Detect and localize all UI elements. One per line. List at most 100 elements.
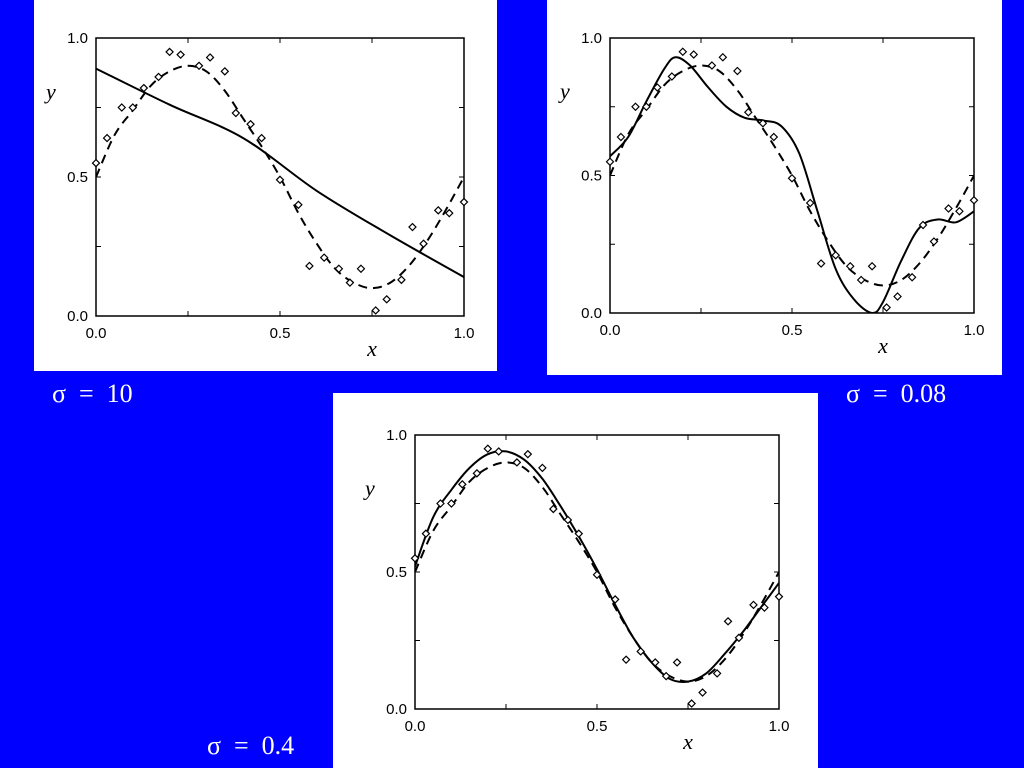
y-axis-label: y <box>44 79 56 104</box>
data-point <box>672 658 682 667</box>
data-point <box>457 479 467 489</box>
data-point <box>102 133 112 143</box>
data-point <box>334 264 344 274</box>
data-point <box>787 173 797 183</box>
data-point <box>538 463 547 473</box>
data-point <box>345 278 355 287</box>
data-point <box>610 595 620 604</box>
data-point <box>969 195 979 205</box>
data-point <box>128 103 138 112</box>
sigma-label-1: σ = 10 <box>52 379 133 408</box>
x-axis-label: x <box>366 336 377 361</box>
data-point <box>176 50 185 60</box>
data-point <box>294 200 303 210</box>
data-point <box>257 133 266 143</box>
data-point <box>421 529 431 538</box>
data-point <box>574 529 584 538</box>
data-point <box>687 699 696 708</box>
data-point <box>382 294 392 304</box>
data-point <box>642 102 651 112</box>
sigma-label-3: σ = 0.4 <box>207 731 295 760</box>
data-point <box>494 447 504 456</box>
data-point <box>447 499 456 508</box>
data-point <box>636 647 646 656</box>
data-point <box>882 303 891 312</box>
data-point <box>907 272 917 282</box>
x-tick-label: 0.0 <box>86 325 107 342</box>
data-point <box>667 72 677 81</box>
y-tick-label: 0.5 <box>67 169 88 186</box>
data-point <box>621 655 631 665</box>
chart-panel-1: 0.0 0.5 1.0 0.0 0.5 1.0 x y <box>34 0 497 371</box>
data-point <box>758 118 768 128</box>
data-point <box>918 220 928 230</box>
data-point <box>831 250 841 260</box>
data-point <box>867 261 877 271</box>
data-point <box>231 108 241 118</box>
y-axis-label: y <box>558 79 570 104</box>
data-point <box>856 275 866 285</box>
data-point <box>718 52 728 62</box>
x-tick-label: 1.0 <box>769 718 790 735</box>
x-axis-label: x <box>682 729 693 754</box>
x-tick-label: 1.0 <box>454 325 475 342</box>
data-point <box>444 208 454 218</box>
data-point <box>117 103 127 112</box>
data-point <box>483 444 493 454</box>
data-point <box>605 157 615 167</box>
data-point <box>805 198 815 208</box>
data-point <box>512 458 522 467</box>
data-point <box>661 671 671 681</box>
data-point <box>698 688 707 697</box>
data-point <box>139 83 149 93</box>
data-point <box>165 47 174 57</box>
x-tick-label: 0.0 <box>405 718 426 735</box>
chart-1: 0.0 0.5 1.0 0.0 0.5 1.0 x y <box>44 30 475 361</box>
data-point <box>408 222 417 232</box>
data-point <box>769 132 779 142</box>
data-point <box>743 107 753 117</box>
sigma-label-2: σ = 0.08 <box>846 379 947 408</box>
y-tick-label: 0.5 <box>581 168 602 185</box>
solid-curve <box>96 67 464 278</box>
data-point <box>220 67 230 76</box>
data-point <box>816 259 826 268</box>
y-tick-label: 0.0 <box>67 308 88 325</box>
data-point <box>154 72 163 82</box>
data-point <box>246 119 255 129</box>
data-point <box>944 204 953 213</box>
x-tick-label: 1.0 <box>964 322 985 339</box>
data-point <box>563 515 573 525</box>
data-point <box>91 158 101 168</box>
data-point <box>205 53 215 62</box>
data-point <box>592 570 602 580</box>
chart-panel-3: 0.0 0.5 1.0 0.0 0.5 1.0 x y <box>333 393 818 768</box>
y-tick-label: 0.5 <box>386 564 407 581</box>
data-point <box>433 206 443 215</box>
y-tick-label: 1.0 <box>581 30 602 47</box>
chart-3: 0.0 0.5 1.0 0.0 0.5 1.0 x y <box>363 427 790 754</box>
data-point <box>436 499 445 508</box>
chart-2: 0.0 0.5 1.0 0.0 0.5 1.0 x y <box>558 30 985 358</box>
data-point <box>734 633 744 643</box>
data-point <box>845 261 855 271</box>
data-point <box>723 616 733 626</box>
data-point <box>733 66 742 76</box>
data-point <box>194 61 204 71</box>
data-point <box>774 592 784 602</box>
x-axis-label: x <box>877 333 888 358</box>
data-point <box>893 292 902 301</box>
x-tick-label: 0.5 <box>782 322 803 339</box>
chart-panel-2: 0.0 0.5 1.0 0.0 0.5 1.0 x y <box>547 0 1002 375</box>
data-point <box>472 469 482 478</box>
y-tick-label: 1.0 <box>386 427 407 444</box>
data-point <box>319 253 329 262</box>
data-point <box>650 658 660 667</box>
data-point <box>410 553 420 563</box>
data-point <box>275 175 285 185</box>
solid-curve <box>610 56 974 313</box>
data-point <box>929 237 939 246</box>
data-point <box>419 239 428 249</box>
dashed-curve <box>96 64 464 290</box>
data-point <box>955 206 964 216</box>
